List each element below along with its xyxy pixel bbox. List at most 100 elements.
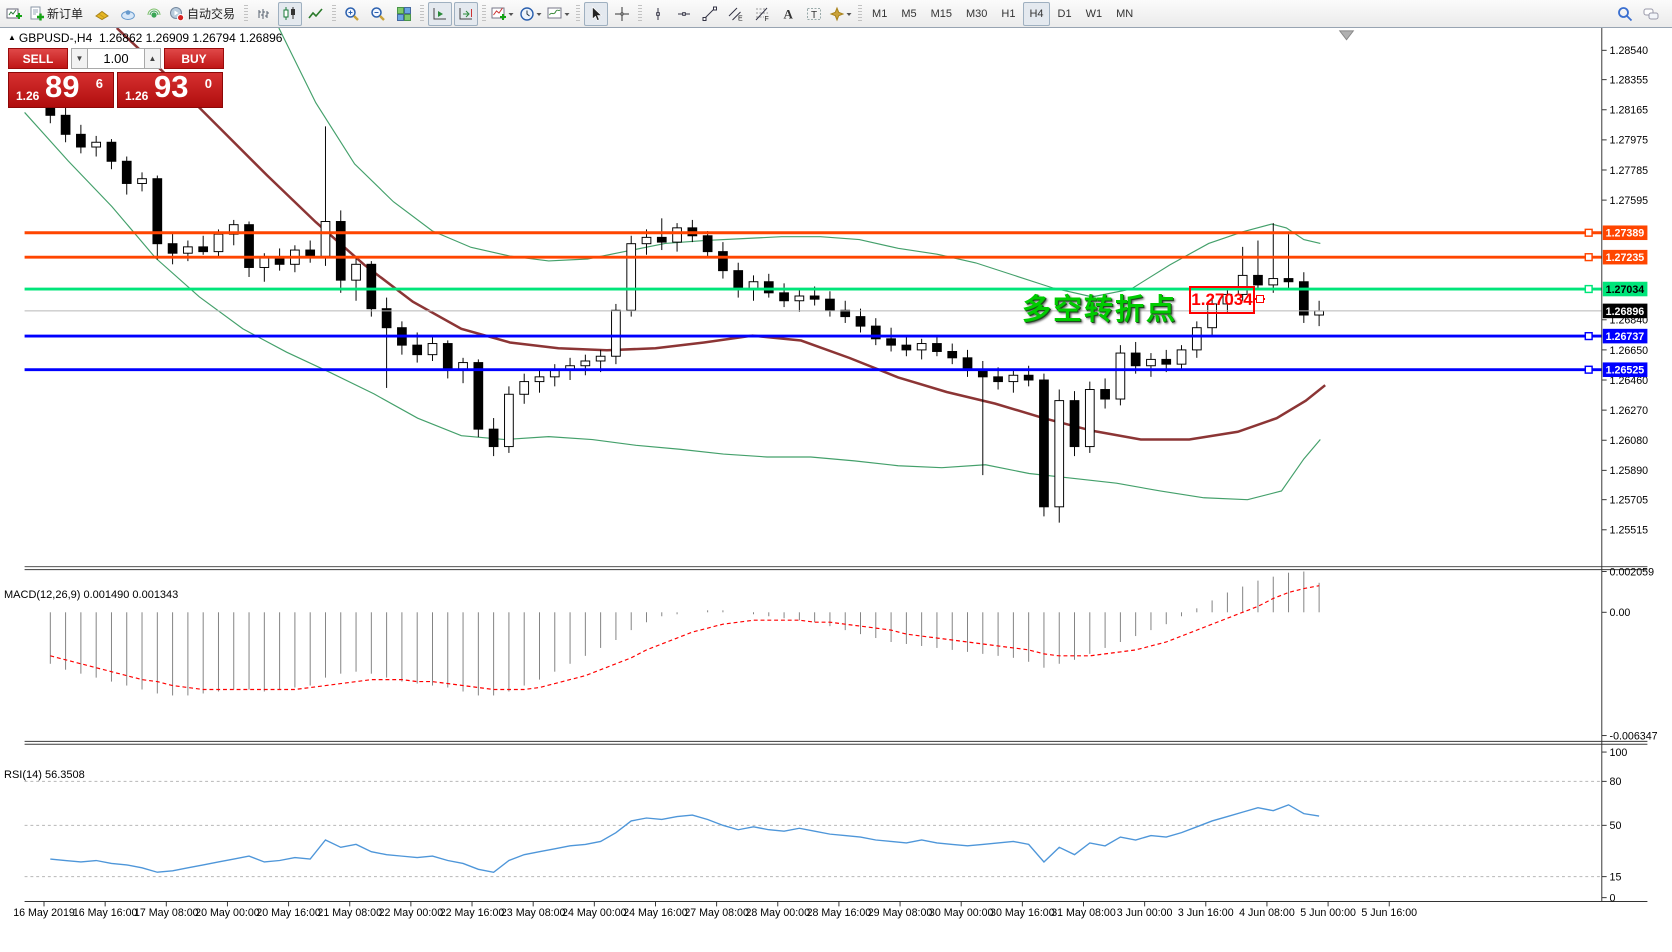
candle-body bbox=[1130, 352, 1141, 367]
macd-signal-line bbox=[50, 585, 1320, 691]
candle-body bbox=[672, 227, 682, 243]
candle-body bbox=[274, 257, 285, 265]
bollinger-upper-band bbox=[278, 28, 1321, 298]
zoom-in-button[interactable] bbox=[340, 2, 364, 26]
collapse-arrow-icon[interactable]: ▲ bbox=[8, 33, 16, 42]
equidistant-channel-button[interactable]: E bbox=[724, 2, 748, 26]
timeframe-w1-button[interactable]: W1 bbox=[1085, 7, 1103, 20]
vertical-line-button[interactable] bbox=[646, 2, 670, 26]
time-label: 29 May 08:00 bbox=[868, 907, 933, 919]
candle-body bbox=[626, 243, 637, 311]
annotation-price-box[interactable]: 1.27034 bbox=[1189, 286, 1255, 314]
trendline-button[interactable] bbox=[698, 2, 722, 26]
chart-area[interactable]: 1.28540 1.28355 1.28165 1.27975 1.27785 1.275… bbox=[0, 28, 1672, 952]
fibonacci-button[interactable]: F bbox=[750, 2, 774, 26]
price-tag bbox=[1602, 328, 1648, 344]
mql5-community-button[interactable] bbox=[116, 2, 140, 26]
candle-body bbox=[718, 251, 728, 272]
time-label: 30 May 16:00 bbox=[990, 907, 1055, 919]
crosshair-button[interactable] bbox=[610, 2, 634, 26]
indicators-button[interactable] bbox=[490, 2, 516, 26]
timeframe-m30-button[interactable]: M30 bbox=[966, 7, 988, 20]
time-label: 22 May 16:00 bbox=[440, 907, 505, 919]
signals-button[interactable] bbox=[142, 2, 166, 26]
periods-button[interactable] bbox=[518, 2, 544, 26]
price-tag bbox=[1602, 249, 1648, 265]
hline-handle[interactable] bbox=[1584, 284, 1593, 294]
hline-handle[interactable] bbox=[1584, 365, 1593, 374]
tile-windows-button[interactable] bbox=[392, 2, 416, 26]
candle-body bbox=[1115, 352, 1126, 400]
price-tag bbox=[1602, 281, 1648, 297]
candle-body bbox=[366, 263, 377, 310]
chart-shift-button[interactable] bbox=[454, 1, 479, 26]
text-button[interactable]: A bbox=[776, 2, 800, 26]
sell-price-button[interactable]: 1.26 89 6 bbox=[8, 69, 114, 108]
candle-body bbox=[351, 263, 361, 281]
hline-icon bbox=[678, 11, 691, 16]
timeframe-m1-button[interactable]: M1 bbox=[872, 7, 888, 20]
horizontal-line-button[interactable] bbox=[672, 2, 696, 26]
timeframe-mn-button[interactable]: MN bbox=[1116, 7, 1134, 20]
annotation-handle[interactable] bbox=[1256, 295, 1264, 303]
hline-handle[interactable] bbox=[1584, 228, 1593, 237]
toolbar-separator bbox=[244, 4, 249, 23]
price-tag-label: 1.26525 bbox=[1606, 365, 1645, 377]
expert-advisors-button[interactable] bbox=[90, 2, 114, 26]
volume-input[interactable] bbox=[88, 48, 144, 69]
zoom-out-button[interactable] bbox=[366, 2, 390, 26]
chart-ohlc-values: 1.26862 1.26909 1.26794 1.26896 bbox=[98, 31, 283, 45]
arrows-icon bbox=[829, 6, 845, 21]
timeframe-m5-button[interactable]: M5 bbox=[901, 7, 917, 20]
price-tick-label: 1.28540 bbox=[1610, 45, 1649, 57]
candle-body bbox=[1054, 400, 1065, 508]
price-tag bbox=[1602, 225, 1648, 241]
auto-trading-button[interactable]: 自动交易 bbox=[168, 2, 240, 26]
annotation-text[interactable]: 多空转折点 bbox=[1022, 294, 1178, 326]
candle-body bbox=[137, 178, 147, 184]
template-icon bbox=[547, 7, 562, 18]
macd-tick-label: -0.006347 bbox=[1610, 730, 1658, 742]
time-label: 3 Jun 00:00 bbox=[1117, 907, 1173, 919]
text-label-button[interactable]: T bbox=[802, 2, 826, 26]
buy-price-button[interactable]: 1.26 93 0 bbox=[117, 69, 223, 108]
candle-body bbox=[335, 221, 346, 281]
volume-down-button[interactable]: ▼ bbox=[71, 48, 88, 69]
price-tick-label: 1.27785 bbox=[1610, 165, 1649, 177]
timeframe-m15-button[interactable]: M15 bbox=[930, 7, 952, 20]
line-chart-button[interactable] bbox=[304, 2, 328, 26]
timeframe-h1-button[interactable]: H1 bbox=[1001, 7, 1016, 20]
price-tick-label: 1.26460 bbox=[1610, 375, 1649, 387]
templates-button[interactable] bbox=[546, 2, 572, 26]
macd-indicator-label: MACD(12,26,9) 0.001490 0.001343 bbox=[4, 589, 179, 601]
price-tag bbox=[1602, 303, 1648, 319]
search-button[interactable] bbox=[1613, 2, 1637, 26]
time-label: 30 May 00:00 bbox=[929, 907, 994, 919]
volume-up-button[interactable]: ▲ bbox=[144, 48, 161, 69]
hline-handle[interactable] bbox=[1584, 253, 1593, 262]
new-order-button[interactable]: 新订单 bbox=[28, 2, 88, 26]
candle-body bbox=[412, 344, 423, 356]
hline-handle[interactable] bbox=[1584, 331, 1593, 341]
toolbar-separator bbox=[420, 4, 425, 23]
cursor-icon bbox=[592, 5, 603, 21]
candle-body bbox=[993, 376, 1003, 383]
price-tick-label: 1.26080 bbox=[1610, 435, 1649, 447]
candlestick-chart-button[interactable] bbox=[278, 1, 303, 26]
timeframe-d1-button[interactable]: D1 bbox=[1057, 7, 1072, 20]
auto-scroll-button[interactable] bbox=[428, 1, 453, 26]
tiles-icon bbox=[397, 6, 412, 21]
candle-body bbox=[1283, 278, 1294, 283]
arrows-button[interactable] bbox=[828, 2, 854, 26]
new-chart-button[interactable] bbox=[2, 2, 26, 26]
vline-icon bbox=[656, 7, 660, 20]
chat-button[interactable] bbox=[1639, 2, 1663, 26]
buy-button[interactable]: BUY bbox=[164, 48, 224, 69]
doc-plus-icon bbox=[30, 6, 44, 20]
svg-text:T: T bbox=[811, 10, 817, 21]
bar-chart-button[interactable] bbox=[252, 2, 276, 26]
sell-button[interactable]: SELL bbox=[8, 48, 68, 69]
cursor-button[interactable] bbox=[584, 1, 609, 26]
chart-shift-marker[interactable] bbox=[1338, 30, 1355, 41]
timeframe-h4-button[interactable]: H4 bbox=[1023, 1, 1050, 26]
